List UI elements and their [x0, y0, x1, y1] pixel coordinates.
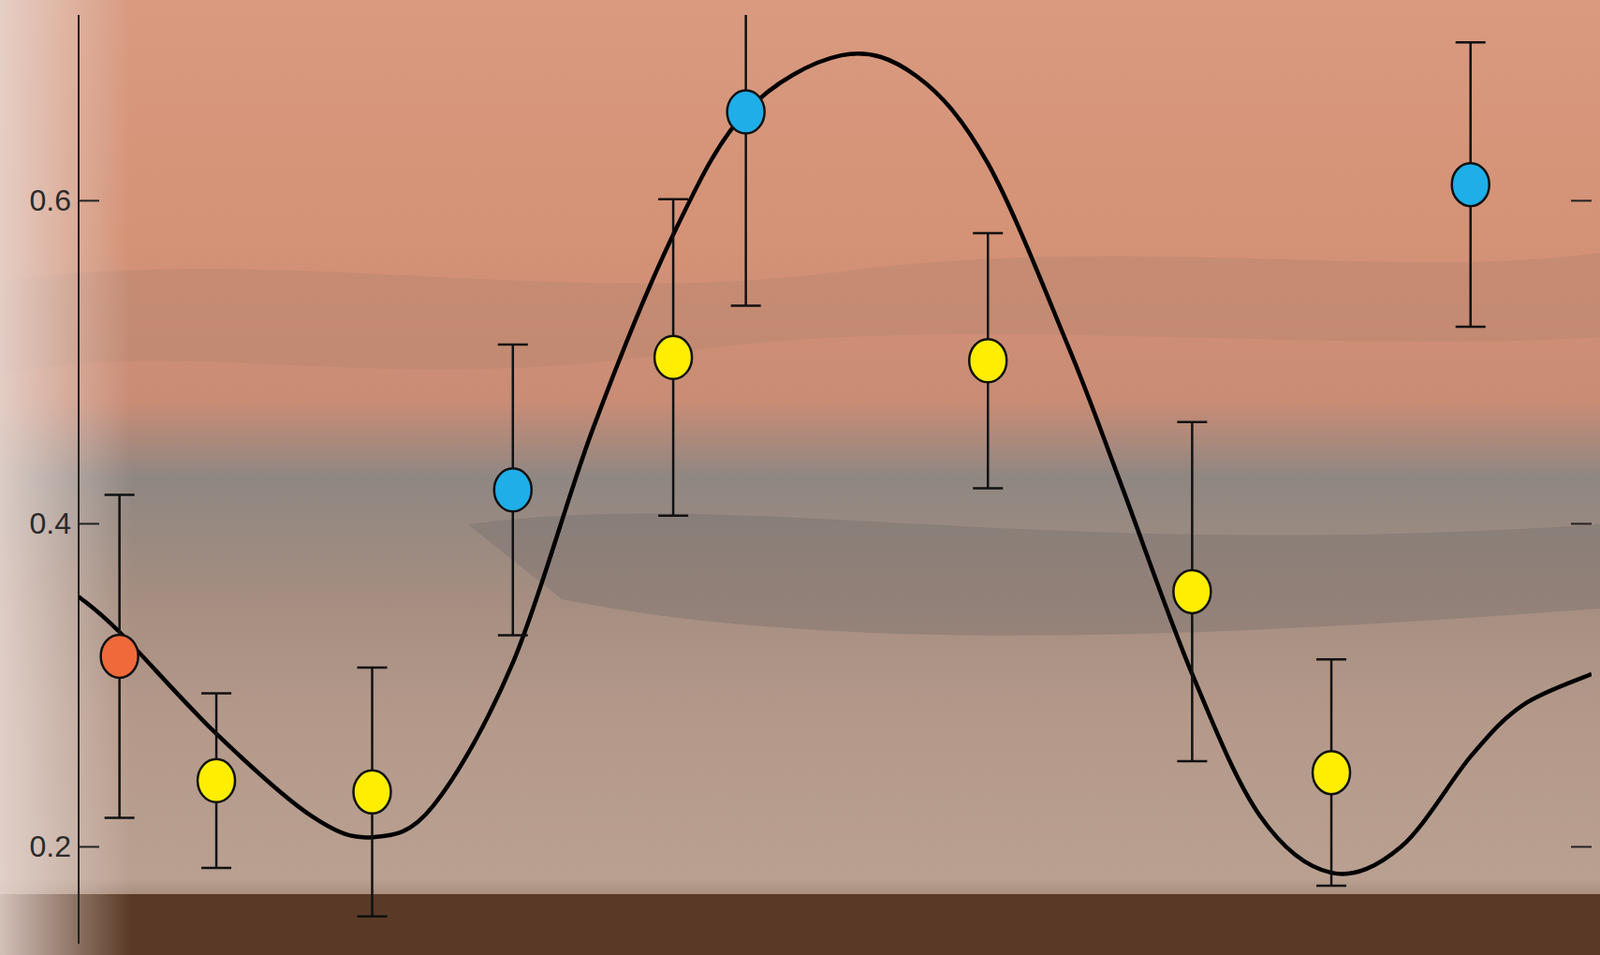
error-bar-cap: [498, 343, 529, 347]
data-point: [197, 759, 235, 803]
y-tick-right: [1570, 845, 1592, 848]
error-bar-cap: [357, 666, 388, 670]
error-bar-cap: [357, 914, 388, 918]
error-bar: [731, 14, 762, 307]
data-point: [654, 336, 692, 380]
background-ground: [0, 894, 1600, 955]
data-point: [968, 338, 1007, 382]
y-tick-right: [1570, 522, 1592, 525]
y-tick-label: 0.2: [29, 829, 72, 864]
y-tick-label: 0.6: [29, 183, 72, 218]
background-fade: [0, 0, 132, 955]
plot-area: [78, 14, 1592, 917]
y-tick: [78, 522, 100, 525]
data-point: [1173, 570, 1211, 614]
data-point: [1452, 162, 1490, 206]
error-bar-cap: [1316, 658, 1347, 661]
fit-curve: [78, 53, 1592, 874]
background-shadow: [468, 513, 1600, 635]
error-bar-cap: [201, 691, 232, 695]
error-bar-cap: [1455, 325, 1486, 329]
background: [0, 0, 1600, 955]
error-bar-cap: [972, 486, 1003, 490]
error-bar-cap: [658, 514, 689, 518]
background-ridge: [0, 252, 1600, 375]
error-bar-cap: [201, 866, 232, 870]
y-axis: [77, 14, 80, 944]
data-point: [727, 90, 765, 134]
error-bar-cap: [104, 493, 135, 497]
data-point: [1312, 750, 1351, 794]
error-bar-cap: [1316, 884, 1347, 888]
error-bar-cap: [498, 633, 529, 637]
y-tick-label: 0.4: [29, 506, 72, 541]
error-bar-cap: [1455, 41, 1486, 45]
error-bar-cap: [658, 197, 689, 201]
error-bar-cap: [1176, 421, 1207, 425]
error-bar-stem: [744, 14, 748, 307]
data-point: [353, 770, 392, 814]
error-bar-cap: [731, 304, 762, 308]
error-bar-cap: [104, 816, 135, 820]
y-tick-right: [1570, 199, 1592, 202]
data-point: [101, 634, 139, 678]
chart: 0.2 0.4 0.6: [0, 0, 1600, 955]
error-bar-cap: [972, 232, 1003, 235]
y-tick: [78, 199, 100, 202]
y-tick: [78, 845, 100, 848]
error-bar-cap: [1176, 760, 1207, 764]
data-point: [494, 468, 532, 512]
